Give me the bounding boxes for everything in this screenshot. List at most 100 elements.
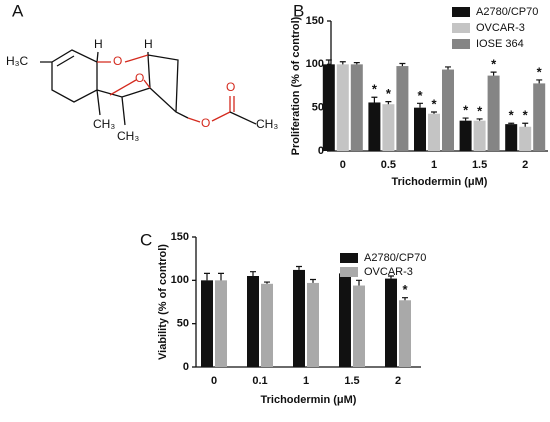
y-tick-label: 100 <box>171 274 189 286</box>
error-bar <box>462 117 469 121</box>
x-tick-label: 1 <box>431 159 437 171</box>
bar <box>473 120 486 151</box>
significance-marker: * <box>491 57 497 72</box>
bar <box>368 102 381 151</box>
bar <box>201 280 213 367</box>
bar <box>322 64 335 151</box>
bar <box>293 269 305 367</box>
x-tick-label: 1.5 <box>344 375 359 387</box>
atom: H <box>94 37 103 51</box>
bar <box>261 283 273 367</box>
bar <box>336 64 349 151</box>
significance-marker: * <box>537 64 543 79</box>
y-axis-title: Proliferation (% of control) <box>290 16 302 155</box>
x-tick-label: 0.5 <box>381 159 396 171</box>
bar <box>459 120 472 151</box>
significance-marker: * <box>386 86 392 101</box>
error-bar <box>296 265 302 270</box>
error-bar <box>371 96 378 103</box>
x-tick-label: 0 <box>340 159 346 171</box>
x-tick-label: 1 <box>303 375 309 387</box>
bar <box>533 83 546 151</box>
bond <box>187 96 235 123</box>
significance-marker: * <box>477 103 483 118</box>
bond <box>56 55 75 67</box>
error-bar <box>339 61 346 65</box>
error-bar <box>385 101 392 105</box>
bar <box>428 113 440 151</box>
bar <box>307 282 319 367</box>
error-bar <box>522 122 529 127</box>
bar <box>487 75 500 151</box>
legend-label: A2780/CP70 <box>364 252 426 264</box>
error-bar <box>388 275 394 279</box>
legend-label: IOSE 364 <box>476 38 524 50</box>
error-bar <box>445 66 451 70</box>
x-axis-title: Trichodermin (μM) <box>392 176 488 188</box>
x-axis-title: Trichodermin (μM) <box>261 394 357 406</box>
atom: O <box>113 54 122 68</box>
y-axis-title: Viability (% of control) <box>157 244 169 360</box>
significance-marker: * <box>523 108 529 123</box>
bar <box>414 107 426 151</box>
legend-swatch <box>340 253 358 263</box>
bar <box>353 285 365 367</box>
significance-marker: * <box>431 96 437 111</box>
atom: CH₃ <box>117 129 139 143</box>
error-bar <box>204 272 210 281</box>
bar <box>382 104 395 151</box>
panel-label: A <box>12 1 24 20</box>
legend-label: OVCAR-3 <box>476 22 525 34</box>
x-tick-label: 1.5 <box>472 159 487 171</box>
legend-swatch <box>452 39 470 49</box>
y-tick-label: 50 <box>312 102 324 114</box>
bond <box>40 49 98 103</box>
significance-marker: * <box>417 88 423 103</box>
significance-marker: * <box>463 103 469 118</box>
error-bar <box>218 272 224 281</box>
bar <box>247 276 259 367</box>
error-bar <box>264 281 270 284</box>
legend-swatch <box>452 7 470 17</box>
y-tick-label: 0 <box>318 145 324 157</box>
structure: H₃C H O H O CH₃ CH₃ O O CH₃ <box>6 37 278 143</box>
atom: CH₃ <box>256 117 278 131</box>
atom: CH₃ <box>93 117 115 131</box>
error-bar <box>508 122 515 125</box>
error-bar <box>356 279 362 286</box>
panel-label: B <box>293 1 304 20</box>
error-bar <box>402 297 408 301</box>
atom: O <box>201 116 210 130</box>
legend-swatch <box>340 267 358 277</box>
bar <box>399 300 411 367</box>
y-tick-label: 0 <box>183 361 189 373</box>
significance-marker: * <box>509 108 515 123</box>
error-bar <box>417 102 423 108</box>
error-bar <box>353 62 360 65</box>
error-bar <box>310 278 316 283</box>
atom: O <box>226 80 235 94</box>
error-bar <box>431 111 437 114</box>
legend-label: OVCAR-3 <box>364 266 413 278</box>
significance-marker: * <box>372 82 378 97</box>
panel-label: C <box>140 230 152 249</box>
error-bar <box>399 62 406 67</box>
legend-swatch <box>452 23 470 33</box>
bond <box>97 54 151 96</box>
significance-marker: * <box>402 282 408 297</box>
y-tick-label: 50 <box>177 318 189 330</box>
bar <box>396 66 409 151</box>
y-tick-label: 150 <box>171 231 189 243</box>
error-bar <box>476 118 483 121</box>
x-tick-label: 0 <box>211 375 217 387</box>
x-tick-label: 2 <box>522 159 528 171</box>
legend-label: A2780/CP70 <box>476 6 538 18</box>
error-bar <box>490 71 497 76</box>
bar <box>350 64 363 151</box>
x-tick-label: 2 <box>395 375 401 387</box>
bar <box>519 126 532 151</box>
bond <box>229 111 257 125</box>
bar <box>339 273 351 367</box>
x-tick-label: 0.1 <box>252 375 267 387</box>
